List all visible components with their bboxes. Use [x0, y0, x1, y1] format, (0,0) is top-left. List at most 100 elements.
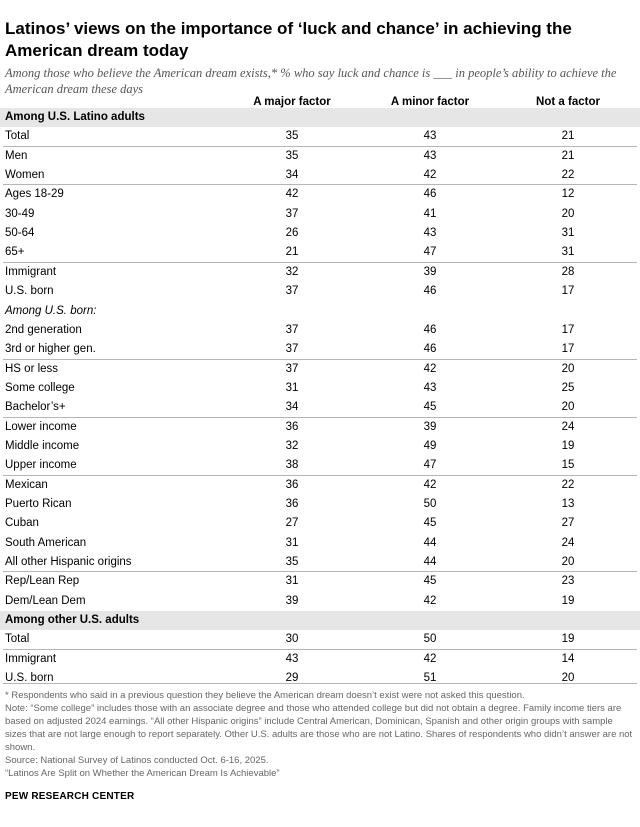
table-cell: 51	[423, 672, 437, 684]
table-cell: 45	[423, 575, 437, 587]
table-cell: 17	[561, 324, 575, 336]
table-cell: 32	[285, 440, 299, 452]
row-label: Rep/Lean Rep	[5, 575, 80, 587]
table-cell: 24	[561, 421, 575, 433]
table-row: Rep/Lean Rep 31 45 23	[0, 572, 640, 591]
table-cell: 47	[423, 459, 437, 471]
row-label: South American	[5, 537, 87, 549]
table-row: Total 30 50 19	[0, 630, 640, 649]
row-label: Among U.S. born:	[5, 305, 97, 317]
table-cell: 43	[285, 653, 299, 665]
row-label: 3rd or higher gen.	[5, 343, 96, 355]
subgroup-label: Among U.S. born:	[0, 302, 640, 321]
table-cell: 35	[285, 556, 299, 568]
row-label: Immigrant	[5, 653, 57, 665]
table-row: Some college 31 43 25	[0, 379, 640, 398]
table-cell: 14	[561, 653, 575, 665]
table-row: Cuban 27 45 27	[0, 514, 640, 533]
table-cell: 17	[561, 343, 575, 355]
footnote-report-title: “Latinos Are Split on Whether the Americ…	[5, 768, 280, 779]
group-divider	[3, 184, 637, 185]
table-cell: 27	[285, 517, 299, 529]
table-cell: 41	[423, 208, 437, 220]
table-row: Women 34 42 22	[0, 166, 640, 185]
table-cell: 43	[423, 150, 437, 162]
table-cell: 43	[423, 382, 437, 394]
footnotes: * Respondents who said in a previous que…	[3, 683, 637, 780]
footnote-note: Note: “Some college” includes those with…	[5, 703, 633, 753]
table-cell: 50	[423, 633, 437, 645]
table-cell: 31	[561, 227, 575, 239]
row-label: HS or less	[5, 363, 59, 375]
group-divider	[3, 262, 637, 263]
row-label: 30-49	[5, 208, 35, 220]
table-cell: 30	[285, 633, 299, 645]
row-label: All other Hispanic origins	[5, 556, 132, 568]
table-cell: 20	[561, 208, 575, 220]
table-row: Dem/Lean Dem 39 42 19	[0, 592, 640, 611]
group-divider	[3, 146, 637, 147]
row-label: Bachelor’s+	[5, 401, 66, 413]
table-cell: 42	[423, 653, 437, 665]
footnote-source: Source: National Survey of Latinos condu…	[5, 755, 269, 766]
table-cell: 25	[561, 382, 575, 394]
row-label: Upper income	[5, 459, 77, 471]
table-cell: 20	[561, 363, 575, 375]
row-label: Some college	[5, 382, 75, 394]
table-cell: 37	[285, 343, 299, 355]
table-cell: 50	[423, 498, 437, 510]
table-cell: 22	[561, 479, 575, 491]
group-divider	[3, 417, 637, 418]
table-row: Total 35 43 21	[0, 127, 640, 146]
table-cell: 44	[423, 537, 437, 549]
table-row: Bachelor’s+ 34 45 20	[0, 398, 640, 417]
table-cell: 37	[285, 285, 299, 297]
table-cell: 24	[561, 537, 575, 549]
table-row: 3rd or higher gen. 37 46 17	[0, 340, 640, 359]
row-label: 50-64	[5, 227, 35, 239]
row-label: Puerto Rican	[5, 498, 72, 510]
table-cell: 27	[561, 517, 575, 529]
table-row: Immigrant 43 42 14	[0, 650, 640, 669]
row-label: Total	[5, 130, 30, 142]
table-cell: 22	[561, 169, 575, 181]
table-cell: 42	[423, 169, 437, 181]
table-cell: 20	[561, 401, 575, 413]
group-divider	[3, 649, 637, 650]
table-cell: 45	[423, 517, 437, 529]
table-cell: 21	[285, 246, 299, 258]
table-cell: 37	[285, 324, 299, 336]
table-row: Mexican 36 42 22	[0, 476, 640, 495]
table-cell: 31	[285, 575, 299, 587]
table-cell: 21	[561, 130, 575, 142]
row-label: Among U.S. Latino adults	[5, 111, 145, 123]
table-row: 50-64 26 43 31	[0, 224, 640, 243]
table-cell: 32	[285, 266, 299, 278]
row-label: Ages 18-29	[5, 188, 64, 200]
table-cell: 44	[423, 556, 437, 568]
row-label: U.S. born	[5, 672, 54, 684]
table-cell: 39	[423, 421, 437, 433]
table-cell: 34	[285, 401, 299, 413]
table-cell: 37	[285, 208, 299, 220]
row-label: Total	[5, 633, 30, 645]
table-row: 30-49 37 41 20	[0, 205, 640, 224]
row-label: Among other U.S. adults	[5, 614, 140, 626]
table-row: Puerto Rican 36 50 13	[0, 495, 640, 514]
chart-subtitle: Among those who believe the American dre…	[5, 66, 617, 96]
row-label: U.S. born	[5, 285, 54, 297]
table-cell: 36	[285, 421, 299, 433]
table-cell: 35	[285, 130, 299, 142]
table-row: South American 31 44 24	[0, 534, 640, 553]
table-cell: 46	[423, 343, 437, 355]
table-cell: 49	[423, 440, 437, 452]
table-cell: 42	[423, 479, 437, 491]
table-cell: 36	[285, 479, 299, 491]
table-cell: 20	[561, 556, 575, 568]
row-label: Dem/Lean Dem	[5, 595, 86, 607]
table-cell: 43	[423, 130, 437, 142]
table-cell: 46	[423, 188, 437, 200]
table-cell: 36	[285, 498, 299, 510]
table-cell: 42	[423, 363, 437, 375]
table-row: Ages 18-29 42 46 12	[0, 185, 640, 204]
